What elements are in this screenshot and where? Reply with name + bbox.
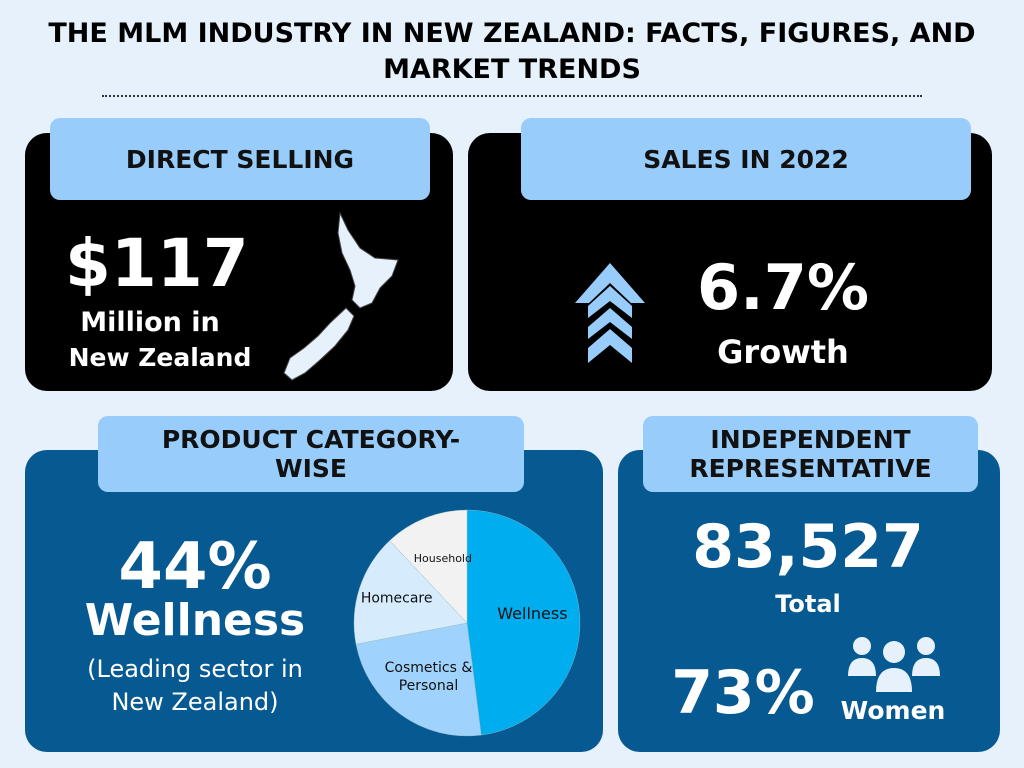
product-card: 44% Wellness (Leading sector in New Zeal… xyxy=(25,450,603,752)
pie-slice-wellness xyxy=(466,509,581,736)
pie-slice-cosmetics xyxy=(355,622,482,737)
representatives-total-label: Total xyxy=(775,590,841,618)
direct-selling-line2: New Zealand xyxy=(68,343,252,372)
divider xyxy=(102,95,922,97)
up-arrow-chevrons-icon xyxy=(575,263,645,363)
pie-label: Homecare xyxy=(361,591,433,607)
direct-selling-label: DIRECT SELLING xyxy=(50,118,430,200)
direct-selling-value: $117 xyxy=(65,225,249,302)
pie-label: Cosmetics & Personal xyxy=(385,660,473,694)
pie-slice-household xyxy=(389,509,468,624)
representatives-card: 83,527 Total 73% Women xyxy=(618,450,1000,752)
product-sector: Wellness xyxy=(84,595,306,646)
women-group-icon xyxy=(848,637,940,692)
pie-slice-homecare xyxy=(353,540,468,645)
women-label: Women xyxy=(840,696,946,725)
women-percentage: 73% xyxy=(671,658,815,728)
product-value: 44% xyxy=(118,530,272,604)
sales-growth-value: 6.7% xyxy=(697,251,869,324)
representatives-total: 83,527 xyxy=(692,512,924,582)
new-zealand-map-icon xyxy=(283,211,399,381)
representatives-label: INDEPENDENT REPRESENTATIVE xyxy=(643,416,978,492)
direct-selling-line1: Million in xyxy=(80,307,220,338)
page-title: THE MLM INDUSTRY IN NEW ZEALAND: FACTS, … xyxy=(48,18,976,85)
product-note: (Leading sector in New Zealand) xyxy=(87,655,303,716)
category-pie-chart: Wellness Cosmetics & Personal Homecare House… xyxy=(353,509,581,737)
sales-label: SALES IN 2022 xyxy=(521,118,971,200)
product-label: PRODUCT CATEGORY-WISE xyxy=(98,416,524,492)
pie-label: Wellness xyxy=(497,604,567,623)
sales-growth-caption: Growth xyxy=(717,333,849,371)
pie-label: Household xyxy=(414,552,472,565)
